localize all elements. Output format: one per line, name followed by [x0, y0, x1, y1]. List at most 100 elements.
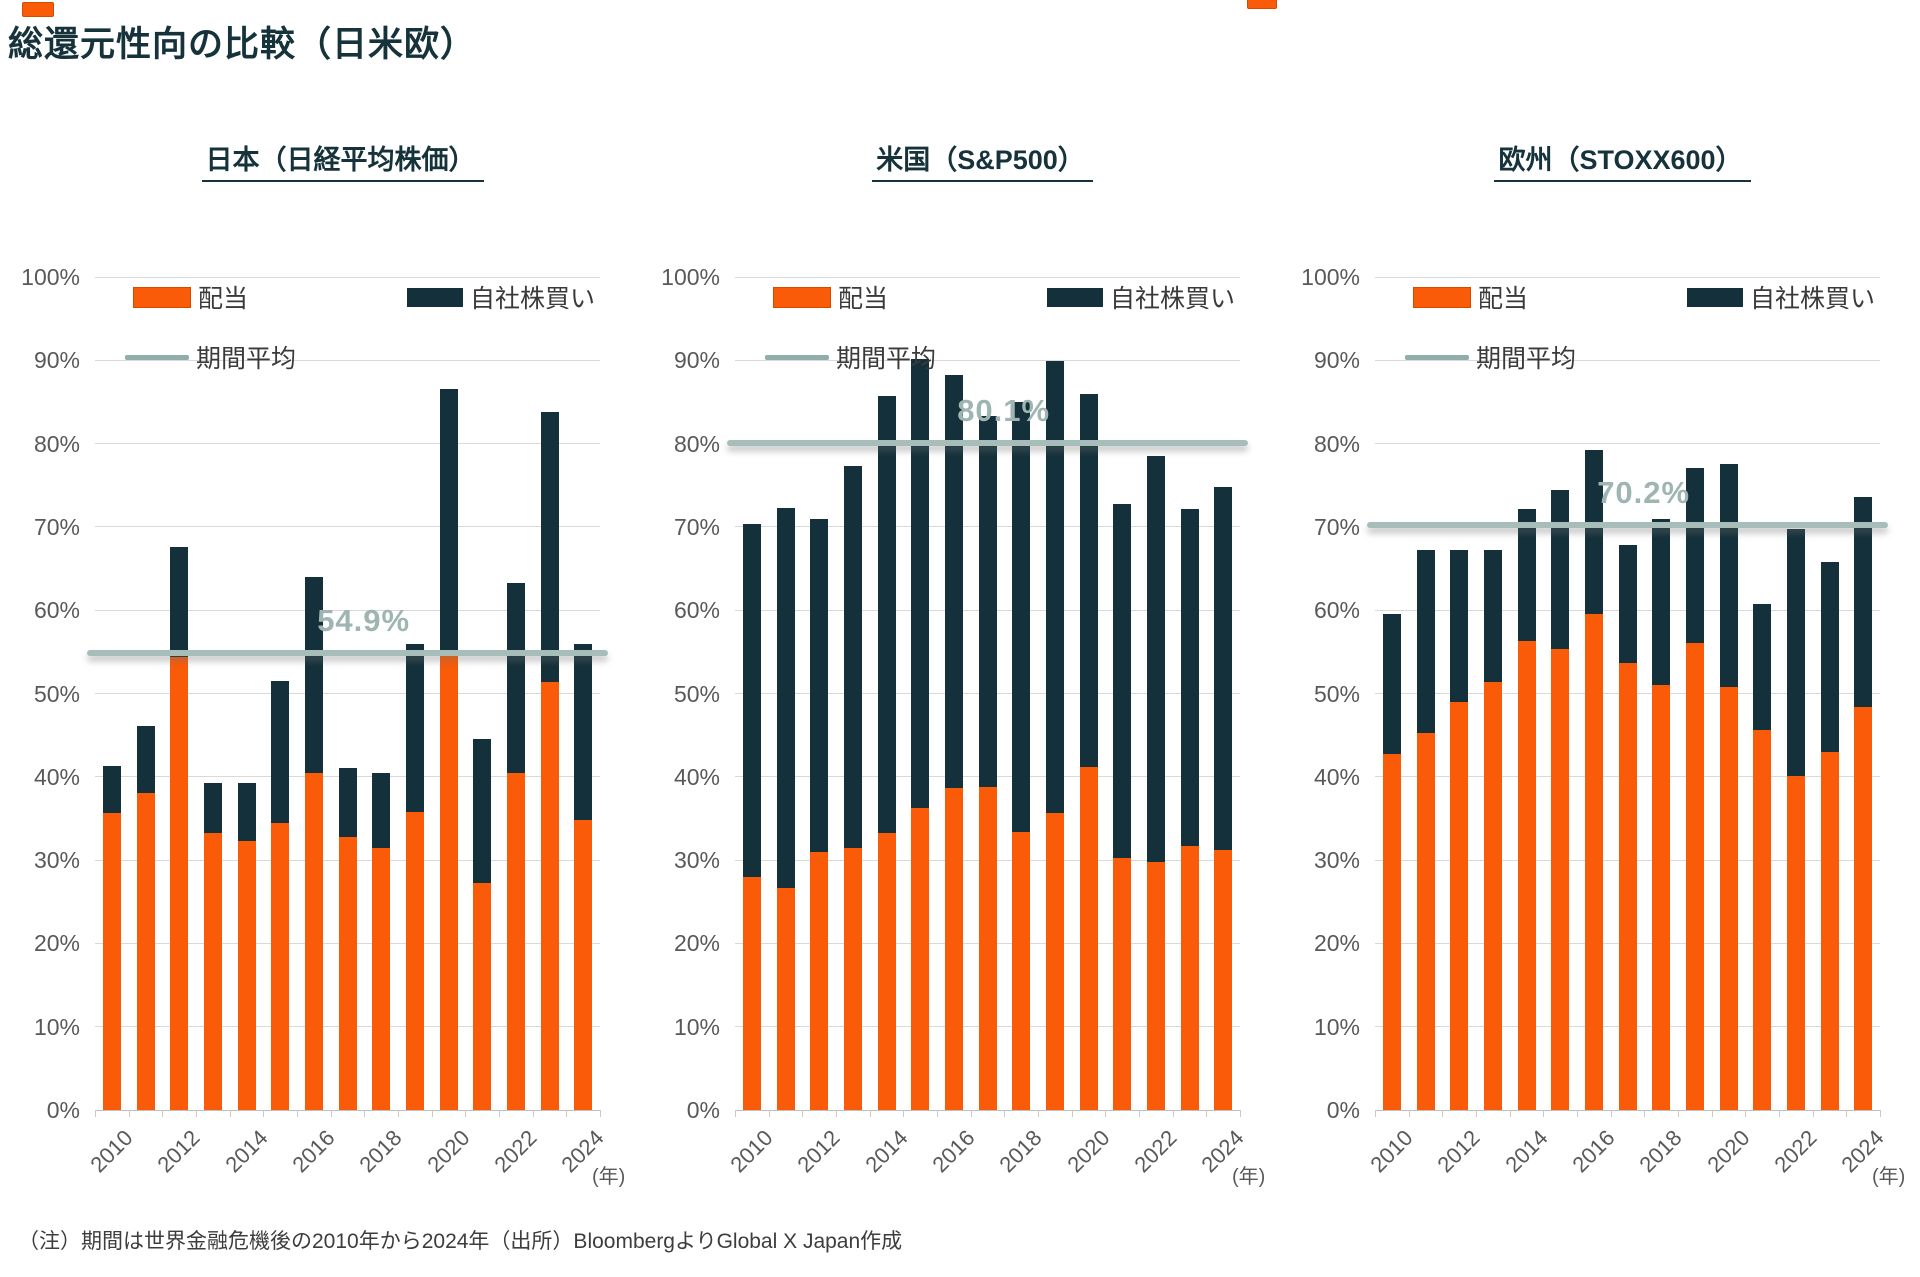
bar-buyback-2012	[1450, 550, 1468, 702]
x-tick	[1712, 1110, 1713, 1117]
y-tick-label: 80%	[673, 430, 720, 457]
bar-buyback-2022	[507, 582, 525, 774]
y-axis-labels: 0% 10% 20% 30% 40% 50% 60% 70% 80% 90% 100%	[0, 264, 80, 1123]
bar-buyback-2024	[574, 644, 592, 821]
x-tick	[364, 1110, 365, 1117]
x-tick	[566, 1110, 567, 1117]
bar-buyback-2019	[1046, 361, 1064, 813]
x-tick	[1779, 1110, 1780, 1117]
legend-item-buyback: 自社株買い	[1047, 279, 1235, 315]
bar-dividend-2010	[103, 812, 121, 1110]
x-tick	[1813, 1110, 1814, 1117]
bar-dividend-2019	[1046, 812, 1064, 1110]
bar-buyback-2019	[1686, 467, 1704, 643]
bar-dividend-2012	[1450, 701, 1468, 1110]
legend-item-buyback: 自社株買い	[407, 279, 595, 315]
y-tick-label: 70%	[33, 513, 80, 540]
x-tick-label-2018: 2018	[354, 1125, 408, 1178]
y-tick-label: 0%	[46, 1097, 80, 1123]
x-axis-unit: (年)	[1872, 1166, 1906, 1188]
y-tick-label: 30%	[33, 847, 80, 874]
x-tick	[331, 1110, 332, 1117]
bar-buyback-2010	[103, 765, 121, 813]
y-tick-label: 50%	[1313, 680, 1360, 707]
y-tick-label: 40%	[33, 763, 80, 790]
x-axis: 2010 2012 2014 2016 2018 2020 2022 2024	[725, 277, 1249, 1177]
bar-dividend-2020	[1080, 766, 1098, 1110]
x-tick-label-2018: 2018	[994, 1125, 1048, 1178]
x-tick	[1038, 1110, 1039, 1117]
x-tick-label-2018: 2018	[1634, 1125, 1688, 1178]
bar-buyback-2010	[743, 524, 761, 877]
x-tick	[1206, 1110, 1207, 1117]
bar-dividend-2016	[305, 772, 323, 1110]
dividend-swatch-icon	[773, 286, 831, 308]
bar-dividend-2022	[1147, 861, 1165, 1110]
x-tick	[836, 1110, 837, 1117]
x-tick	[465, 1110, 466, 1117]
bar-dividend-2021	[1113, 858, 1131, 1110]
gridline-0	[735, 1109, 1240, 1111]
buyback-swatch-icon	[1687, 287, 1743, 307]
buyback-swatch-icon	[407, 287, 463, 307]
x-tick	[937, 1110, 938, 1117]
x-axis-unit: (年)	[592, 1166, 626, 1188]
x-tick-label-2020: 2020	[1702, 1125, 1755, 1178]
legend-item-dividend: 配当	[133, 279, 248, 315]
bar-dividend-2012	[170, 656, 188, 1110]
bar-buyback-2022	[1147, 456, 1165, 862]
gridline-50	[95, 693, 600, 694]
bar-dividend-2016	[945, 788, 963, 1110]
bar-buyback-2013	[844, 466, 862, 849]
x-tick	[1105, 1110, 1106, 1117]
dividend-swatch-icon	[133, 286, 191, 308]
y-tick-label: 90%	[673, 347, 720, 374]
legend-item-buyback: 自社株買い	[1687, 279, 1875, 315]
footnote: （注）期間は世界金融危機後の2010年から2024年（出所）Bloombergよ…	[18, 1230, 903, 1253]
chart-title: 日本（日経平均株価）	[85, 138, 600, 182]
gridline-90	[95, 359, 600, 361]
y-tick-label: 10%	[673, 1013, 720, 1040]
bar-dividend-2017	[979, 786, 997, 1110]
bar-dividend-2014	[878, 833, 896, 1110]
bar-buyback-2014	[878, 396, 896, 834]
x-tick	[903, 1110, 904, 1117]
chart-japan: 日本（日経平均株価） 0% 10% 20% 30% 40% 50% 60% 70% 80% 90%…	[0, 130, 640, 1210]
x-tick-label-2022: 2022	[1769, 1125, 1822, 1178]
page-title: 総還元性向の比較（日米欧）	[8, 25, 477, 64]
x-tick	[802, 1110, 803, 1117]
bar-buyback-2012	[170, 546, 188, 657]
y-tick-label: 60%	[673, 597, 720, 624]
dividend-swatch-icon	[1413, 286, 1471, 308]
bar-dividend-2021	[1753, 730, 1771, 1110]
x-tick	[398, 1110, 399, 1117]
bar-buyback-2011	[777, 507, 795, 888]
bar-buyback-2020	[440, 389, 458, 657]
bar-dividend-2015	[911, 807, 929, 1110]
x-tick	[870, 1110, 871, 1117]
x-tick	[1644, 1110, 1645, 1117]
bar-dividend-2024	[1854, 706, 1872, 1110]
x-tick	[297, 1110, 298, 1117]
x-axis: 2010 2012 2014 2016 2018 2020 2022 2024	[85, 277, 609, 1177]
x-tick	[735, 1110, 736, 1117]
x-tick	[1240, 1110, 1241, 1117]
plot-wrap: 0% 10% 20% 30% 40% 50% 60% 70% 80% 90% 100% 80.1% …	[640, 264, 1280, 1207]
gridline-0	[1375, 1109, 1880, 1111]
gridline-80	[95, 443, 600, 445]
bar-buyback-2021	[1753, 603, 1771, 731]
bar-buyback-2013	[204, 782, 222, 834]
bar-buyback-2016	[945, 375, 963, 789]
x-axis-unit: (年)	[1232, 1166, 1266, 1188]
bar-dividend-2018	[1652, 685, 1670, 1110]
y-tick-label: 0%	[1326, 1097, 1360, 1123]
x-tick	[1745, 1110, 1746, 1117]
bar-buyback-2011	[137, 726, 155, 793]
x-tick-label-2012: 2012	[152, 1125, 206, 1178]
x-tick-label-2014: 2014	[860, 1125, 913, 1178]
bar-dividend-2011	[777, 887, 795, 1110]
gridline-80	[1375, 443, 1880, 445]
x-tick-label-2010: 2010	[725, 1125, 778, 1178]
bar-buyback-2018	[372, 772, 390, 848]
